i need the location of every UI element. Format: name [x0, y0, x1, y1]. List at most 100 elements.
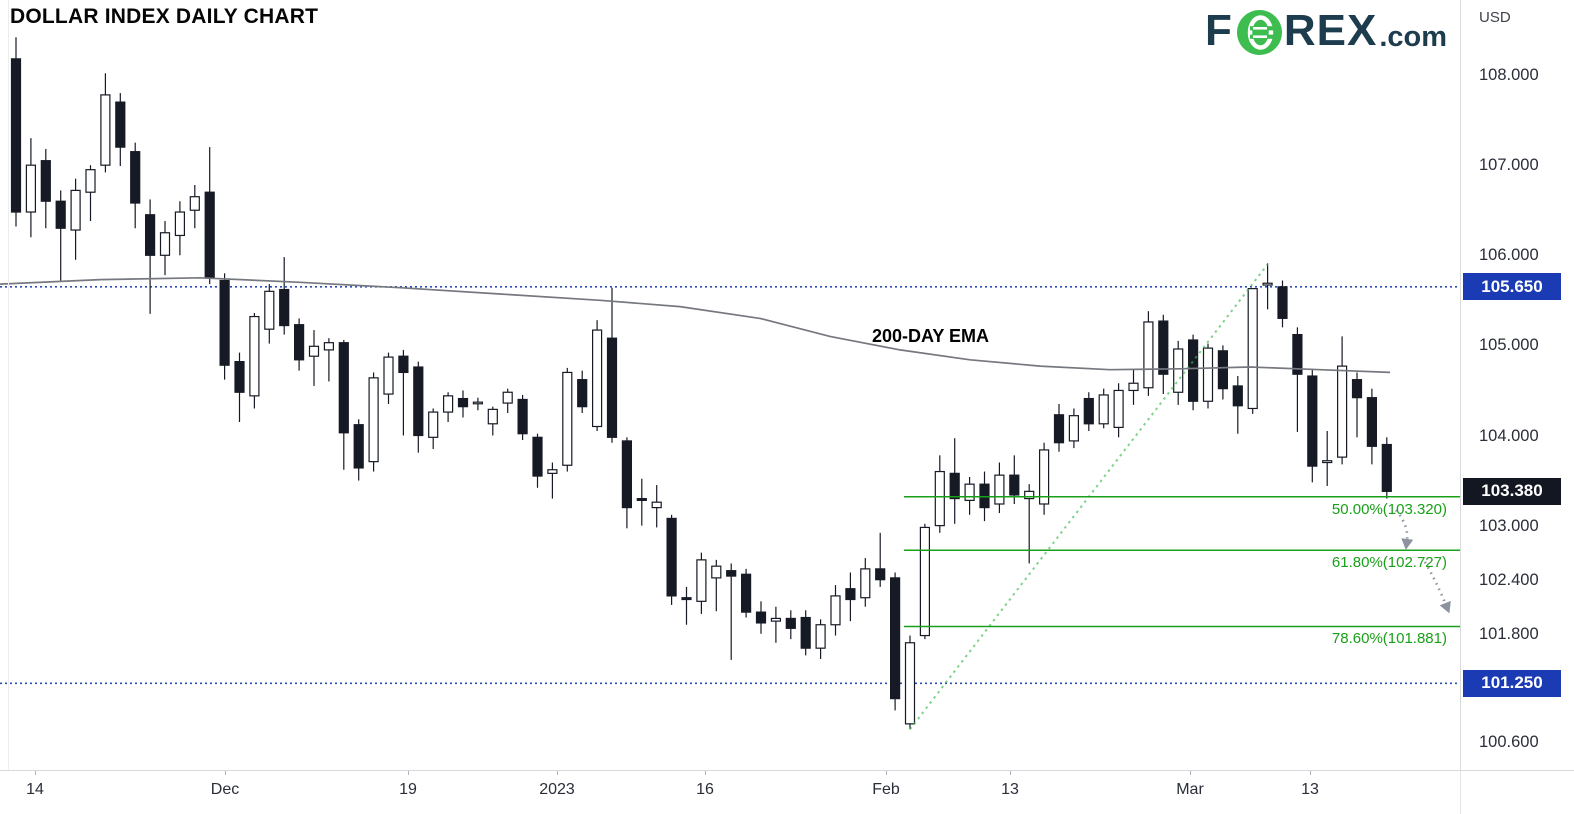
candle-body — [1173, 348, 1184, 393]
candle-body — [25, 164, 36, 213]
candle-body — [1381, 443, 1392, 492]
candle-body — [279, 288, 290, 327]
candle-body — [949, 472, 960, 500]
logo-letters-rex: REX — [1283, 6, 1378, 55]
candle-body — [338, 342, 349, 434]
y-axis-tick-label: 105.000 — [1479, 336, 1539, 355]
candle-body — [636, 497, 647, 501]
x-axis-tick-mark — [1010, 771, 1011, 775]
candlestick-plot[interactable] — [0, 0, 1460, 770]
candle-body — [1024, 490, 1035, 500]
candle-body — [726, 570, 737, 577]
candle-body — [40, 160, 51, 202]
candle-body — [651, 501, 662, 509]
candle-body — [1247, 288, 1258, 410]
x-axis-tick-mark — [1190, 771, 1191, 775]
candle-body — [70, 189, 81, 231]
logo-dotcom: .com — [1379, 21, 1447, 53]
x-axis-tick-label: Mar — [1176, 781, 1204, 798]
price-badge: 101.250 — [1463, 669, 1561, 697]
candle-body — [1277, 286, 1288, 319]
candle-body — [964, 483, 975, 501]
candle-body — [1128, 382, 1139, 392]
candle-body — [740, 573, 752, 613]
time-axis[interactable]: 14 Dec 19 2023 16 Feb 13 Mar 13 — [0, 770, 1574, 814]
x-axis-tick-mark — [557, 771, 558, 775]
candle-body — [368, 377, 379, 463]
candle-body — [174, 211, 185, 237]
price-axis[interactable]: USD 108.000 107.000 106.000 105.000 104.000 1… — [1460, 0, 1574, 770]
candle-body — [487, 408, 498, 425]
x-axis-tick-label: 13 — [1001, 781, 1019, 798]
candle-body — [472, 401, 483, 405]
projection-arrow-head-0 — [1401, 538, 1414, 550]
price-badge: 103.380 — [1463, 477, 1561, 505]
y-axis-tick-label: 100.600 — [1479, 732, 1539, 751]
candle-body — [249, 315, 260, 397]
page-title: DOLLAR INDEX DAILY CHART — [10, 5, 319, 28]
x-axis-tick-mark — [225, 771, 226, 775]
candle-body — [994, 474, 1005, 505]
y-axis-tick-label: 107.000 — [1479, 156, 1539, 175]
x-axis-tick-mark — [886, 771, 887, 775]
x-axis-tick-mark — [408, 771, 409, 775]
candle-body — [591, 329, 603, 428]
candle-body — [1336, 365, 1348, 458]
candle-body — [1143, 321, 1154, 389]
candle-body — [1083, 397, 1094, 425]
fib-label-2: 78.60%(101.881) — [1331, 630, 1447, 648]
candle-body — [785, 617, 796, 629]
candle-body — [457, 397, 469, 408]
x-axis-tick-label: Dec — [210, 781, 240, 798]
candle-body — [845, 588, 856, 601]
candle-body — [770, 617, 782, 622]
currency-label: USD — [1479, 9, 1511, 26]
projection-arrow-0 — [1394, 509, 1409, 542]
price-badge: 105.650 — [1463, 273, 1561, 301]
candle-body — [562, 371, 573, 466]
candle-body — [294, 324, 305, 361]
candle-body — [1068, 415, 1080, 442]
y-axis-tick-label: 108.000 — [1479, 66, 1539, 85]
candle-body — [204, 191, 215, 279]
candle-body — [875, 568, 886, 581]
candle-body — [308, 345, 320, 357]
candle-body — [502, 391, 513, 404]
candle-body — [606, 337, 618, 438]
y-axis-tick-label: 103.000 — [1479, 516, 1539, 535]
candle-body — [532, 436, 543, 477]
candle-body — [10, 58, 22, 213]
candle-body — [621, 440, 633, 509]
projection-arrow-head-1 — [1439, 600, 1451, 614]
x-axis-tick-label: Feb — [872, 781, 900, 798]
candle-body — [130, 151, 141, 204]
x-axis-tick-mark — [705, 771, 706, 775]
candle-body — [904, 642, 916, 725]
candle-body — [55, 200, 66, 229]
x-axis-tick-label: 19 — [399, 781, 417, 798]
candle-body — [800, 616, 811, 649]
candle-body — [398, 355, 409, 374]
candle-body — [1307, 375, 1318, 467]
candle-body — [1202, 347, 1214, 402]
price-chart-pane[interactable]: DOLLAR INDEX DAILY CHART 200-DAY EMA 50.… — [0, 0, 1460, 770]
candle-body — [234, 361, 245, 393]
candle-body — [1232, 385, 1243, 407]
candle-body — [1366, 397, 1378, 447]
candle-body — [830, 595, 841, 626]
forex-com-logo: F REX .com — [1205, 7, 1447, 61]
x-axis-tick-mark — [35, 771, 36, 775]
candle-body — [219, 279, 230, 366]
candle-body — [860, 568, 871, 599]
candle-body — [1053, 414, 1065, 444]
fib-label-1: 61.80%(102.727) — [1331, 554, 1447, 572]
candle-body — [413, 366, 424, 437]
candle-body — [1098, 394, 1109, 425]
x-axis-tick-mark — [1310, 771, 1311, 775]
y-axis-tick-label: 101.800 — [1479, 624, 1539, 643]
y-axis-tick-label: 106.000 — [1479, 246, 1539, 265]
ema-label: 200-DAY EMA — [872, 326, 990, 346]
x-axis-tick-label: 2023 — [539, 781, 575, 798]
candle-body — [383, 356, 394, 395]
candle-body — [517, 398, 528, 435]
